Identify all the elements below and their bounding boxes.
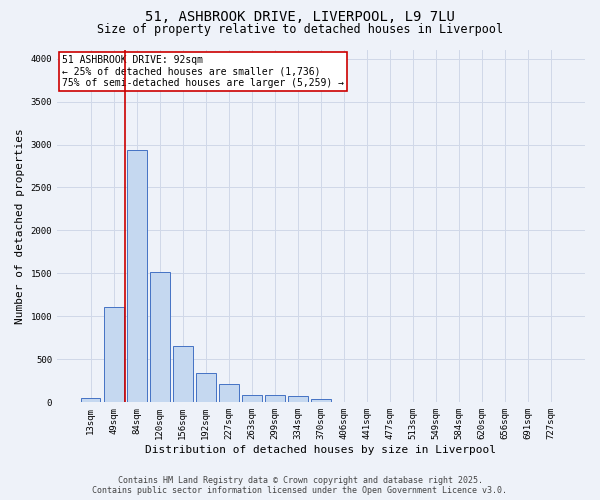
Bar <box>219 384 239 402</box>
Bar <box>173 346 193 403</box>
Y-axis label: Number of detached properties: Number of detached properties <box>15 128 25 324</box>
Bar <box>150 272 170 402</box>
Bar <box>311 400 331 402</box>
Text: Size of property relative to detached houses in Liverpool: Size of property relative to detached ho… <box>97 22 503 36</box>
Bar <box>265 394 284 402</box>
Text: 51 ASHBROOK DRIVE: 92sqm
← 25% of detached houses are smaller (1,736)
75% of sem: 51 ASHBROOK DRIVE: 92sqm ← 25% of detach… <box>62 56 344 88</box>
Text: 51, ASHBROOK DRIVE, LIVERPOOL, L9 7LU: 51, ASHBROOK DRIVE, LIVERPOOL, L9 7LU <box>145 10 455 24</box>
Bar <box>196 373 215 402</box>
Bar <box>242 394 262 402</box>
Bar <box>81 398 100 402</box>
Bar <box>104 307 124 402</box>
Bar <box>127 150 146 402</box>
X-axis label: Distribution of detached houses by size in Liverpool: Distribution of detached houses by size … <box>145 445 496 455</box>
Text: Contains HM Land Registry data © Crown copyright and database right 2025.
Contai: Contains HM Land Registry data © Crown c… <box>92 476 508 495</box>
Bar <box>288 396 308 402</box>
